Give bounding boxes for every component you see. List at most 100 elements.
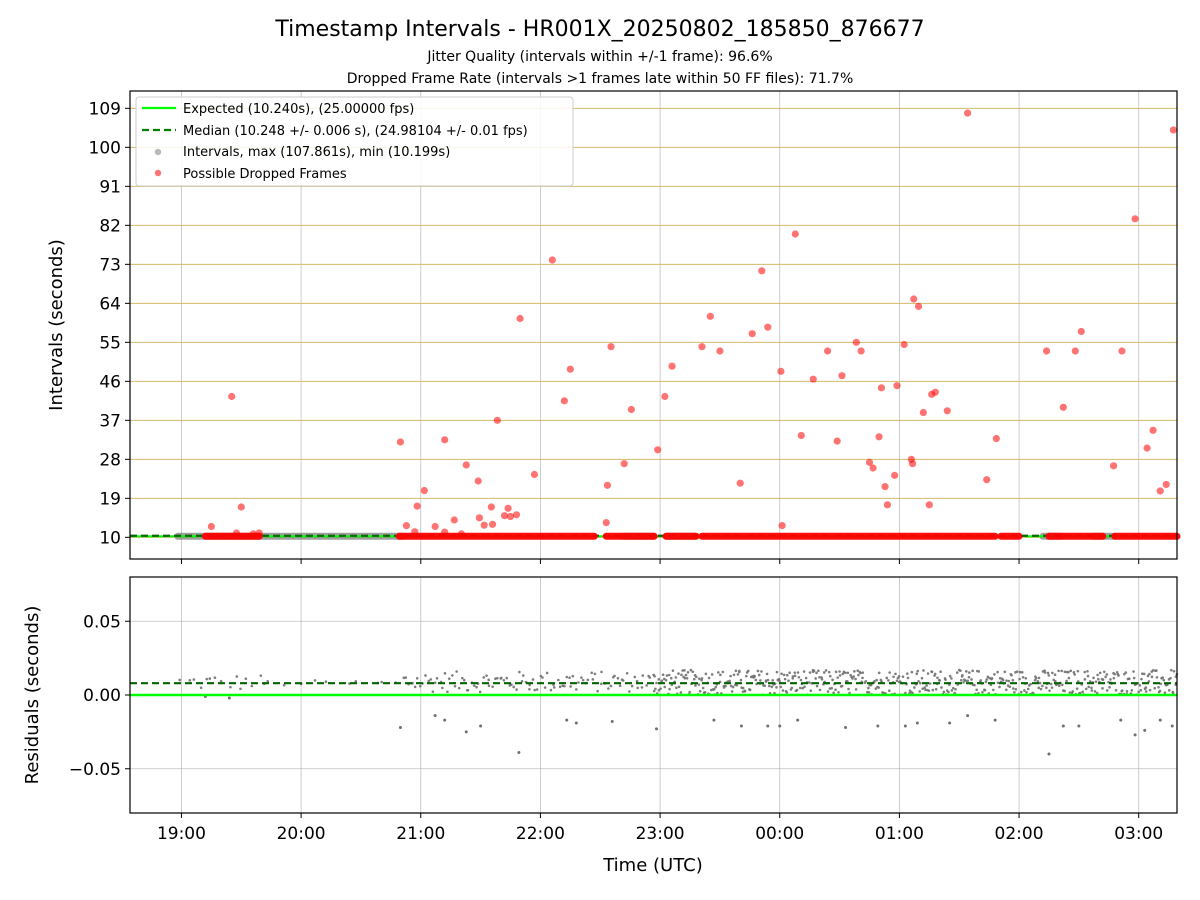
residual-outlier-point — [993, 718, 997, 722]
residual-point — [793, 674, 797, 678]
residual-point — [757, 673, 761, 677]
residual-point — [618, 684, 622, 688]
residual-point — [1163, 691, 1167, 695]
dropped-frame-point — [602, 519, 610, 527]
dropped-frame-point — [891, 471, 899, 479]
top-y-ticks: 10 19 28 37 46 55 64 73 82 91 100 109 — [89, 99, 130, 548]
residual-outlier-point — [876, 724, 880, 728]
residual-point — [910, 670, 914, 674]
residual-point — [966, 679, 970, 683]
residual-point — [698, 677, 701, 680]
residual-point — [689, 668, 693, 672]
top-y-tick-label: 46 — [99, 372, 121, 392]
dropped-frame-point — [824, 347, 832, 355]
dropped-frame-point — [964, 109, 972, 117]
residual-point — [877, 671, 881, 675]
residual-point — [266, 680, 269, 683]
residual-point — [1001, 678, 1005, 682]
residual-point — [613, 674, 616, 678]
residual-point — [1138, 684, 1142, 687]
top-y-tick-label: 37 — [99, 411, 121, 431]
residual-point — [677, 672, 680, 675]
residual-point — [1008, 685, 1012, 689]
residual-outlier-point — [433, 714, 437, 718]
dropped-frame-point — [852, 338, 860, 346]
x-tick-label: 19:00 — [157, 824, 206, 844]
residual-point — [433, 681, 437, 685]
residual-point — [1158, 689, 1162, 693]
residual-point — [1014, 688, 1018, 691]
dropped-frame-point — [228, 392, 236, 401]
residual-point — [549, 688, 553, 692]
residual-point — [1120, 689, 1124, 692]
dropped-frame-point — [232, 529, 241, 537]
residual-point — [1094, 680, 1098, 683]
residual-point — [429, 678, 433, 681]
residual-point — [1071, 690, 1075, 693]
residual-point — [942, 690, 946, 694]
dropped-frame-point — [512, 511, 521, 519]
residual-point — [178, 678, 181, 682]
residual-point — [1167, 689, 1171, 692]
residual-point — [765, 672, 769, 676]
top-plot-frame — [129, 90, 1178, 560]
bottom-y-axis-label: Residuals (seconds) — [22, 606, 43, 785]
residual-point — [803, 685, 806, 689]
dropped-frame-point — [706, 312, 714, 320]
residual-point — [983, 688, 987, 692]
residual-point — [668, 687, 671, 691]
residual-outlier-point — [517, 751, 521, 755]
dropped-frame-point — [237, 503, 245, 511]
residual-point — [996, 681, 1000, 685]
residual-point — [760, 670, 763, 673]
residual-point — [895, 679, 899, 683]
residual-point — [413, 685, 417, 689]
residual-point — [729, 674, 732, 678]
residual-point — [861, 671, 865, 674]
residual-point — [783, 677, 787, 681]
residual-point — [1003, 670, 1007, 674]
residual-point — [1065, 679, 1068, 683]
dropped-frame-point — [1109, 462, 1118, 470]
residual-point — [692, 677, 696, 681]
residual-point — [565, 675, 569, 679]
residual-point — [701, 686, 705, 690]
residual-point — [1139, 688, 1143, 692]
residual-point — [841, 672, 845, 676]
residual-point — [354, 680, 358, 683]
dropped-frame-point — [893, 382, 901, 390]
residual-point — [824, 669, 828, 672]
residual-point — [838, 670, 841, 673]
legend-dropped-swatch — [154, 169, 162, 177]
residual-point — [244, 677, 248, 681]
residual-point — [1086, 674, 1090, 678]
residual-point — [785, 691, 789, 694]
residual-point — [235, 675, 239, 678]
residual-point — [1063, 670, 1067, 674]
dropped-frame-point — [992, 434, 1000, 443]
residual-point — [864, 680, 868, 683]
residual-point — [1098, 671, 1102, 675]
residual-point — [1068, 691, 1072, 694]
top-y-axis-label: Intervals (seconds) — [46, 239, 67, 411]
dropped-frame-point — [925, 501, 933, 509]
residual-point — [906, 676, 910, 680]
residual-point — [694, 675, 698, 679]
residual-point — [707, 676, 711, 680]
residual-point — [674, 676, 678, 679]
residual-point — [1083, 678, 1087, 681]
residual-point — [996, 670, 999, 674]
dropped-frame-point — [1169, 126, 1178, 134]
residual-point — [838, 674, 842, 677]
residual-point — [861, 676, 864, 680]
residual-point — [575, 688, 578, 691]
residual-point — [788, 671, 791, 675]
residual-point — [817, 669, 820, 673]
residual-point — [940, 686, 943, 689]
residual-point — [491, 685, 494, 689]
residual-point — [698, 689, 702, 693]
dropped-frame-point — [1143, 444, 1151, 452]
residual-point — [950, 677, 953, 680]
dropped-frame-point — [1071, 347, 1079, 355]
residual-point — [660, 679, 664, 683]
